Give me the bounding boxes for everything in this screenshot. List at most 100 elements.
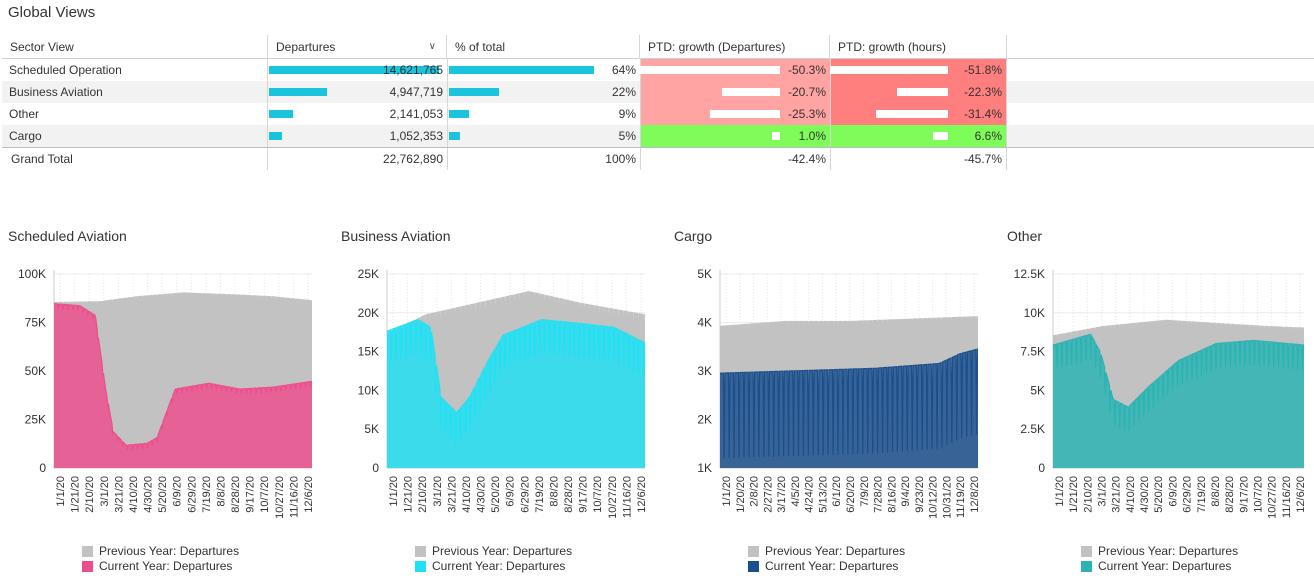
y-tick-label: 75K <box>25 316 46 330</box>
x-tick-label: 6/9/20 <box>1167 476 1179 507</box>
legend-label: Previous Year: Departures <box>765 544 906 558</box>
row-sector-name: Other <box>9 107 40 121</box>
x-tick-label: 8/8/20 <box>548 476 560 507</box>
legend-swatch <box>748 561 759 572</box>
y-tick-label: 12.5K <box>1014 267 1045 281</box>
legend-item-current[interactable]: Current Year: Departures <box>82 559 239 574</box>
x-tick-label: 7/9/20 <box>859 476 871 507</box>
legend-swatch <box>415 561 426 572</box>
legend-item-previous[interactable]: Previous Year: Departures <box>748 544 905 559</box>
chart-title: Business Aviation <box>341 228 451 244</box>
legend-item-previous[interactable]: Previous Year: Departures <box>415 544 572 559</box>
x-tick-label: 6/29/20 <box>519 476 531 513</box>
series-area-current[interactable] <box>387 319 645 468</box>
legend-item-current[interactable]: Current Year: Departures <box>748 559 905 574</box>
series-area-current[interactable] <box>54 303 312 468</box>
series-line-previous[interactable] <box>1052 319 1304 354</box>
row-departures-cell: 1,052,353 <box>267 125 447 147</box>
header-sector-view[interactable]: Sector View <box>10 40 74 54</box>
page-title: Global Views <box>8 4 96 21</box>
row-sector-name: Scheduled Operation <box>9 63 122 77</box>
chart-other: Other 0 2.5K 5K 7.5K 10K 12.5K 1/1/20 1/21/20 2/… <box>1001 226 1314 584</box>
area-chart[interactable]: 1K 2K 3K 4K 5K 1/1/20 1/20/20 2/8/20 2/27/20 3/17… <box>668 226 988 544</box>
total-name: Grand Total <box>11 152 73 166</box>
header-growth-departures[interactable]: PTD: growth (Departures) <box>640 35 830 59</box>
x-tick-label: 12/6/20 <box>1295 476 1307 513</box>
legend-item-previous[interactable]: Previous Year: Departures <box>82 544 239 559</box>
sort-chevron-icon[interactable]: ∨ <box>428 41 436 52</box>
legend-label: Current Year: Departures <box>432 559 566 573</box>
x-tick-label: 1/21/20 <box>70 476 82 513</box>
row-pct-cell: 64% <box>447 59 640 81</box>
chart-legend[interactable]: Previous Year: Departures Current Year: … <box>1081 544 1238 574</box>
x-tick-label: 1/21/20 <box>1068 476 1080 513</box>
row-growth-dep-cell: -25.3% <box>640 103 830 125</box>
x-tick-label: 1/1/20 <box>55 476 67 507</box>
series-line-previous[interactable] <box>53 292 312 312</box>
growth-hours-bar <box>830 66 948 74</box>
area-chart[interactable]: 0 5K 10K 15K 20K 25K 1/1/20 1/21/20 2/10/20 3/1/2… <box>335 226 655 544</box>
total-pct-cell: 100% <box>447 148 640 170</box>
row-departures: 2,141,053 <box>389 107 443 121</box>
legend-label: Current Year: Departures <box>1098 559 1232 573</box>
y-tick-label: 4K <box>697 316 712 330</box>
header-departures[interactable]: Departures ∨ <box>267 35 447 59</box>
table-row[interactable]: Cargo 1,052,353 5% 1.0% 6.6% <box>2 125 1314 147</box>
x-tick-label: 12/6/20 <box>303 476 315 513</box>
x-tick-label: 7/28/20 <box>873 476 885 513</box>
y-tick-label: 2K <box>697 413 712 427</box>
x-tick-label: 1/1/20 <box>721 476 733 507</box>
legend-label: Previous Year: Departures <box>99 544 240 558</box>
row-growth-dep-cell: -50.3% <box>640 59 830 81</box>
row-growth-dep: 1.0% <box>798 129 826 143</box>
legend-item-current[interactable]: Current Year: Departures <box>1081 559 1238 574</box>
departures-bar <box>269 132 282 140</box>
series-line-current[interactable] <box>720 348 979 459</box>
x-tick-label: 10/31/20 <box>941 476 953 519</box>
series-area-current[interactable] <box>1053 334 1304 468</box>
series-line-current[interactable] <box>1052 333 1305 432</box>
chart-legend[interactable]: Previous Year: Departures Current Year: … <box>82 544 239 574</box>
y-tick-label: 15K <box>358 345 379 359</box>
total-growth-hours-cell: -45.7% <box>830 148 1007 170</box>
table-row[interactable]: Scheduled Operation 14,621,765 64% -50.3% -5… <box>2 59 1314 81</box>
y-tick-label: 1K <box>697 461 712 475</box>
x-tick-label: 3/17/20 <box>776 476 788 513</box>
total-pct: 100% <box>605 152 636 166</box>
legend-swatch <box>1081 561 1092 572</box>
y-tick-label: 3K <box>697 364 712 378</box>
x-tick-label: 10/7/20 <box>1252 476 1264 513</box>
area-chart[interactable]: 0 25K 50K 75K 100K 1/1/20 1/21/20 2/10/20 3/1/20… <box>2 226 322 544</box>
row-departures-cell: 2,141,053 <box>267 103 447 125</box>
legend-swatch <box>82 546 93 557</box>
x-tick-label: 4/10/20 <box>1125 476 1137 513</box>
y-tick-label: 0 <box>39 461 46 475</box>
x-tick-label: 4/24/20 <box>804 476 816 513</box>
x-tick-label: 10/27/20 <box>1267 476 1279 519</box>
table-row[interactable]: Other 2,141,053 9% -25.3% -31.4% <box>2 103 1314 125</box>
header-pct-total[interactable]: % of total <box>447 35 640 59</box>
row-pct-cell: 22% <box>447 81 640 103</box>
series-line-current[interactable] <box>54 303 313 451</box>
chart-legend[interactable]: Previous Year: Departures Current Year: … <box>415 544 572 574</box>
legend-item-current[interactable]: Current Year: Departures <box>415 559 572 574</box>
header-growth-hours[interactable]: PTD: growth (hours) <box>830 35 1007 59</box>
x-tick-label: 7/19/20 <box>1196 476 1208 513</box>
series-line-previous[interactable] <box>386 291 646 369</box>
x-tick-label: 2/10/20 <box>84 476 96 513</box>
x-tick-label: 3/1/20 <box>1097 476 1109 507</box>
chart-legend[interactable]: Previous Year: Departures Current Year: … <box>748 544 905 574</box>
series-line-previous[interactable] <box>719 316 978 340</box>
row-growth-hours-cell: -31.4% <box>830 103 1007 125</box>
x-tick-label: 2/27/20 <box>762 476 774 513</box>
row-growth-dep: -25.3% <box>787 107 826 121</box>
row-sector-name: Business Aviation <box>9 85 103 99</box>
x-tick-label: 4/10/20 <box>461 476 473 513</box>
x-tick-label: 10/7/20 <box>259 476 271 513</box>
chart-title: Other <box>1007 228 1043 244</box>
table-row[interactable]: Business Aviation 4,947,719 22% -20.7% -22.3… <box>2 81 1314 103</box>
series-line-current[interactable] <box>386 318 646 446</box>
x-tick-label: 8/28/20 <box>563 476 575 513</box>
legend-item-previous[interactable]: Previous Year: Departures <box>1081 544 1238 559</box>
